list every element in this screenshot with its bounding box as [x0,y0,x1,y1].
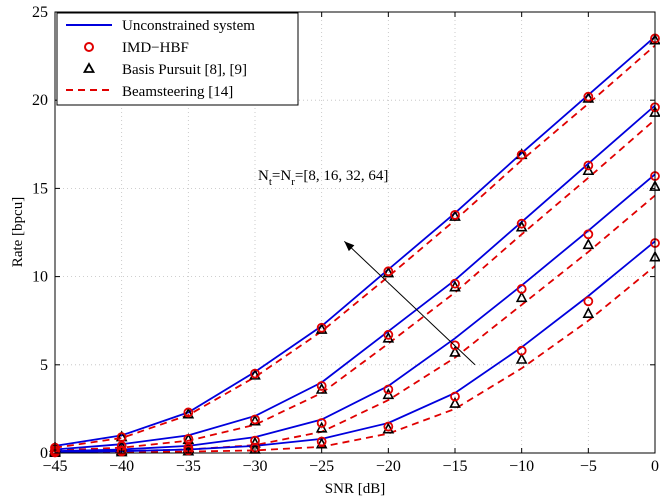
x-tick-label: −25 [309,458,334,475]
basis-pursuit-point [449,209,461,221]
basis-pursuit-point [315,421,328,433]
legend: Unconstrained system IMD−HBF Basis Pursu… [56,12,299,106]
basis-pursuit-point [249,368,261,380]
x-tick-label: 0 [651,458,659,475]
basis-pursuit-point [582,91,595,103]
x-axis-label: SNR [dB] [325,481,385,497]
legend-marker-imd-hbf [84,42,94,52]
x-tick-label: −20 [376,458,401,475]
y-tick-label: 10 [32,269,48,286]
legend-marker-basis-pursuit [82,62,96,73]
x-tick-label: −5 [580,458,597,475]
imd-hbf-point [583,229,594,240]
beamsteering-line [54,194,656,453]
y-tick-label: 20 [32,92,48,109]
imd-hbf-point [516,218,527,229]
imd-hbf-point [183,407,194,418]
imd-hbf-point [516,284,527,294]
imd-hbf-point [516,345,527,356]
imd-hbf-point [316,418,327,428]
x-tick-label: −10 [509,458,534,475]
imd-hbf-point [316,436,327,447]
basis-pursuit-point [315,437,328,449]
basis-pursuit-point [449,345,461,357]
imd-hbf-point [450,278,460,289]
beamsteering-line [54,265,656,454]
y-tick-label: 0 [40,445,48,462]
imd-hbf-point [383,329,394,340]
annotation-sub-r: r [291,176,295,188]
basis-pursuit-point [249,414,261,426]
unconstrained-line [54,240,656,453]
basis-pursuit-point [315,322,328,334]
series-layer [49,33,660,458]
tick-layer: −45 −40 −35 −30 −25 −20 −15 −10 −5 0 0 5 10 15 20 25 [32,4,659,475]
basis-pursuit-point [182,407,195,419]
basis-pursuit-point [382,422,395,434]
beamsteering-line [54,118,656,452]
basis-pursuit-point [582,238,595,250]
annotation-n: N [258,168,269,184]
unconstrained-line [54,173,656,453]
basis-pursuit-point [515,352,528,364]
imd-hbf-point [583,160,594,171]
basis-pursuit-point [249,436,261,448]
basis-pursuit-point [582,164,595,176]
annotation-tail: =[8, 16, 32, 64] [295,168,388,184]
basis-pursuit-point [382,388,395,400]
imd-hbf-point [450,391,460,402]
unconstrained-line [54,36,656,447]
imd-hbf-point [316,322,327,333]
imd-hbf-point [316,381,327,391]
imd-hbf-point [183,445,194,456]
basis-pursuit-point [449,396,461,408]
imd-hbf-point [583,91,594,102]
annotation-arrow [343,240,476,366]
x-tick-label: −40 [109,458,134,475]
imd-hbf-point [250,414,260,425]
plot-frame [54,11,656,454]
annotation: Nt=Nr=[8, 16, 32, 64] [258,168,476,366]
imd-hbf-point [116,446,127,457]
annotation-eq: =N [272,168,291,184]
beamsteering-line [54,44,656,449]
y-axis-label: Rate [bpcu] [10,197,26,267]
x-tick-label: −45 [42,458,67,475]
basis-pursuit-point [582,306,595,318]
y-tick-label: 25 [32,4,48,21]
legend-label-unconstrained: Unconstrained system [122,18,255,34]
legend-label-imd-hbf: IMD−HBF [122,40,189,56]
imd-hbf-point [450,209,460,220]
imd-hbf-point [250,368,260,379]
y-tick-label: 15 [32,180,48,197]
grid-layer [55,12,655,453]
legend-box [56,12,299,106]
y-tick-label: 5 [40,357,48,374]
basis-pursuit-point [382,266,395,278]
legend-label-beamsteering: Beamsteering [14] [122,84,233,100]
svg-text:Nt=Nr=[8, 16, 32, 64]: Nt=Nr=[8, 16, 32, 64] [258,168,388,188]
annotation-sub-t: t [269,176,272,188]
basis-pursuit-point [515,291,528,303]
imd-hbf-point [383,421,394,432]
x-tick-label: −35 [176,458,201,475]
legend-label-basis-pursuit: Basis Pursuit [8], [9] [122,62,247,78]
x-tick-label: −30 [242,458,267,475]
unconstrained-line [54,104,656,451]
annotation-arrowhead [344,241,355,252]
imd-hbf-point [383,266,394,277]
imd-hbf-point [516,149,527,160]
imd-hbf-point [583,296,594,307]
x-tick-label: −15 [442,458,467,475]
imd-hbf-point [383,384,394,395]
imd-hbf-point [450,340,460,351]
imd-hbf-point [250,435,260,446]
